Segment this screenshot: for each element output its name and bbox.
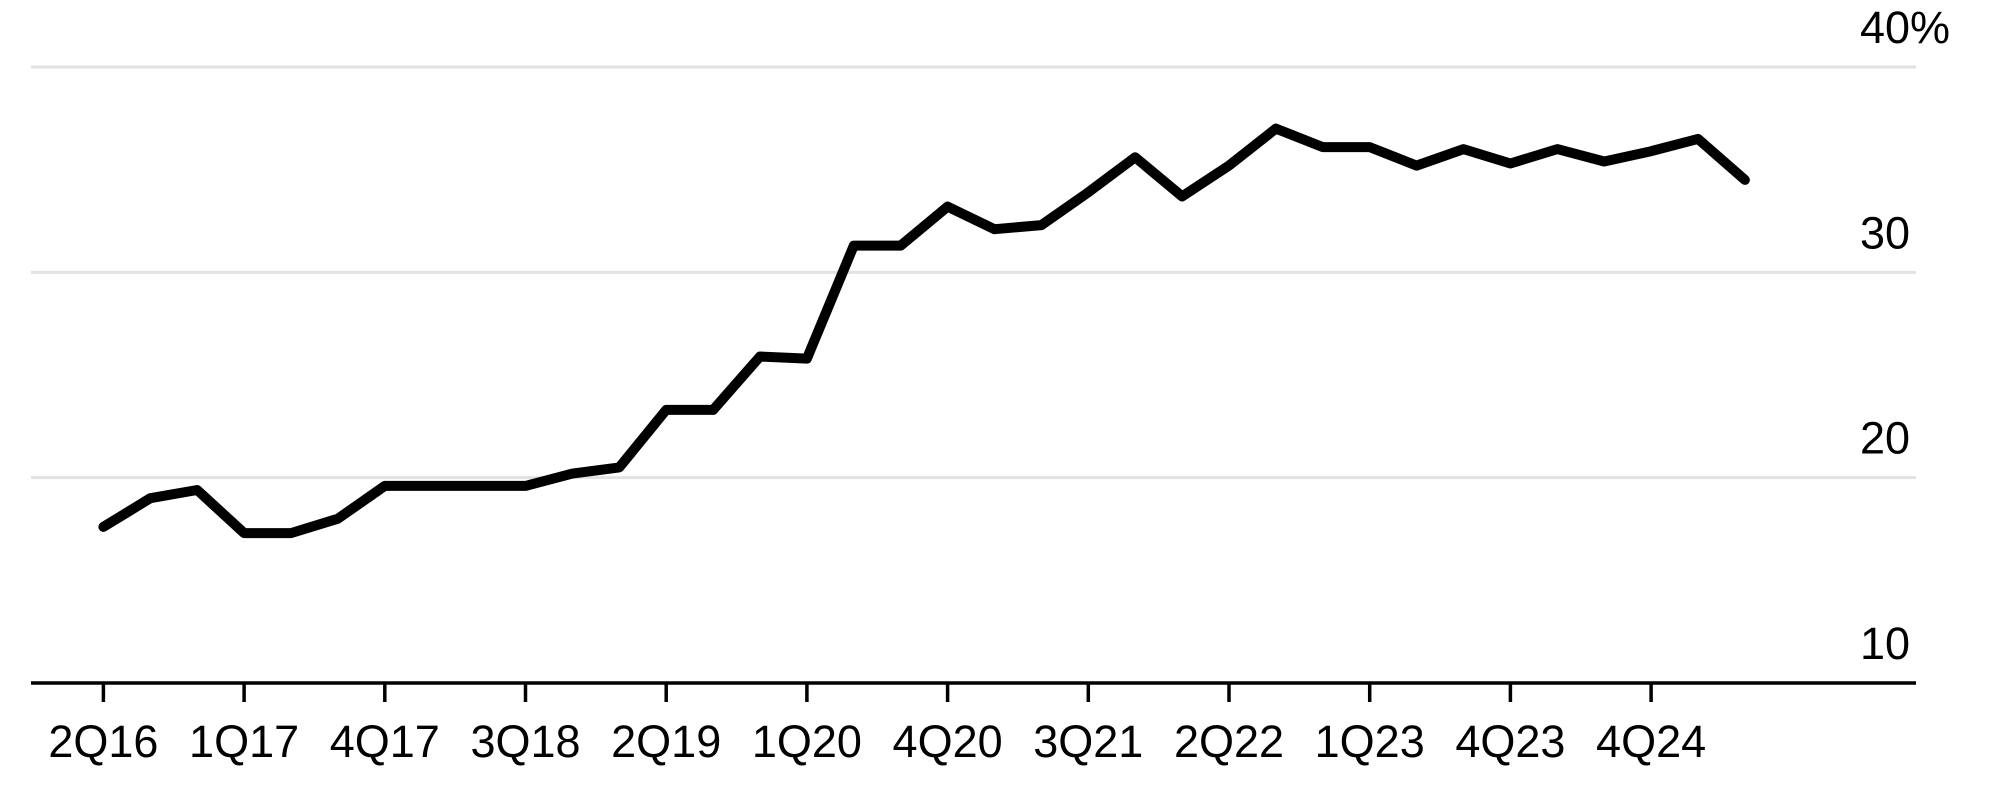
y-tick-label: 40% [1860,2,1950,53]
x-tick-label: 2Q16 [48,716,158,767]
x-tick-label: 1Q23 [1315,716,1425,767]
x-tick-label: 2Q22 [1174,716,1284,767]
x-tick-label: 4Q23 [1455,716,1565,767]
data-line [98,123,1750,539]
x-tick-label: 3Q21 [1033,716,1143,767]
x-tick-label: 2Q19 [611,716,721,767]
y-tick-label: 30 [1860,207,1910,258]
x-tick-label: 1Q17 [189,716,299,767]
y-tick-label: 20 [1860,413,1910,464]
y-tick-label: 10 [1860,618,1910,669]
x-tick-label: 4Q24 [1596,716,1706,767]
x-tick-label: 3Q18 [470,716,580,767]
x-tick-label: 4Q20 [893,716,1003,767]
x-tick-label: 1Q20 [752,716,862,767]
x-tick-label: 4Q17 [330,716,440,767]
